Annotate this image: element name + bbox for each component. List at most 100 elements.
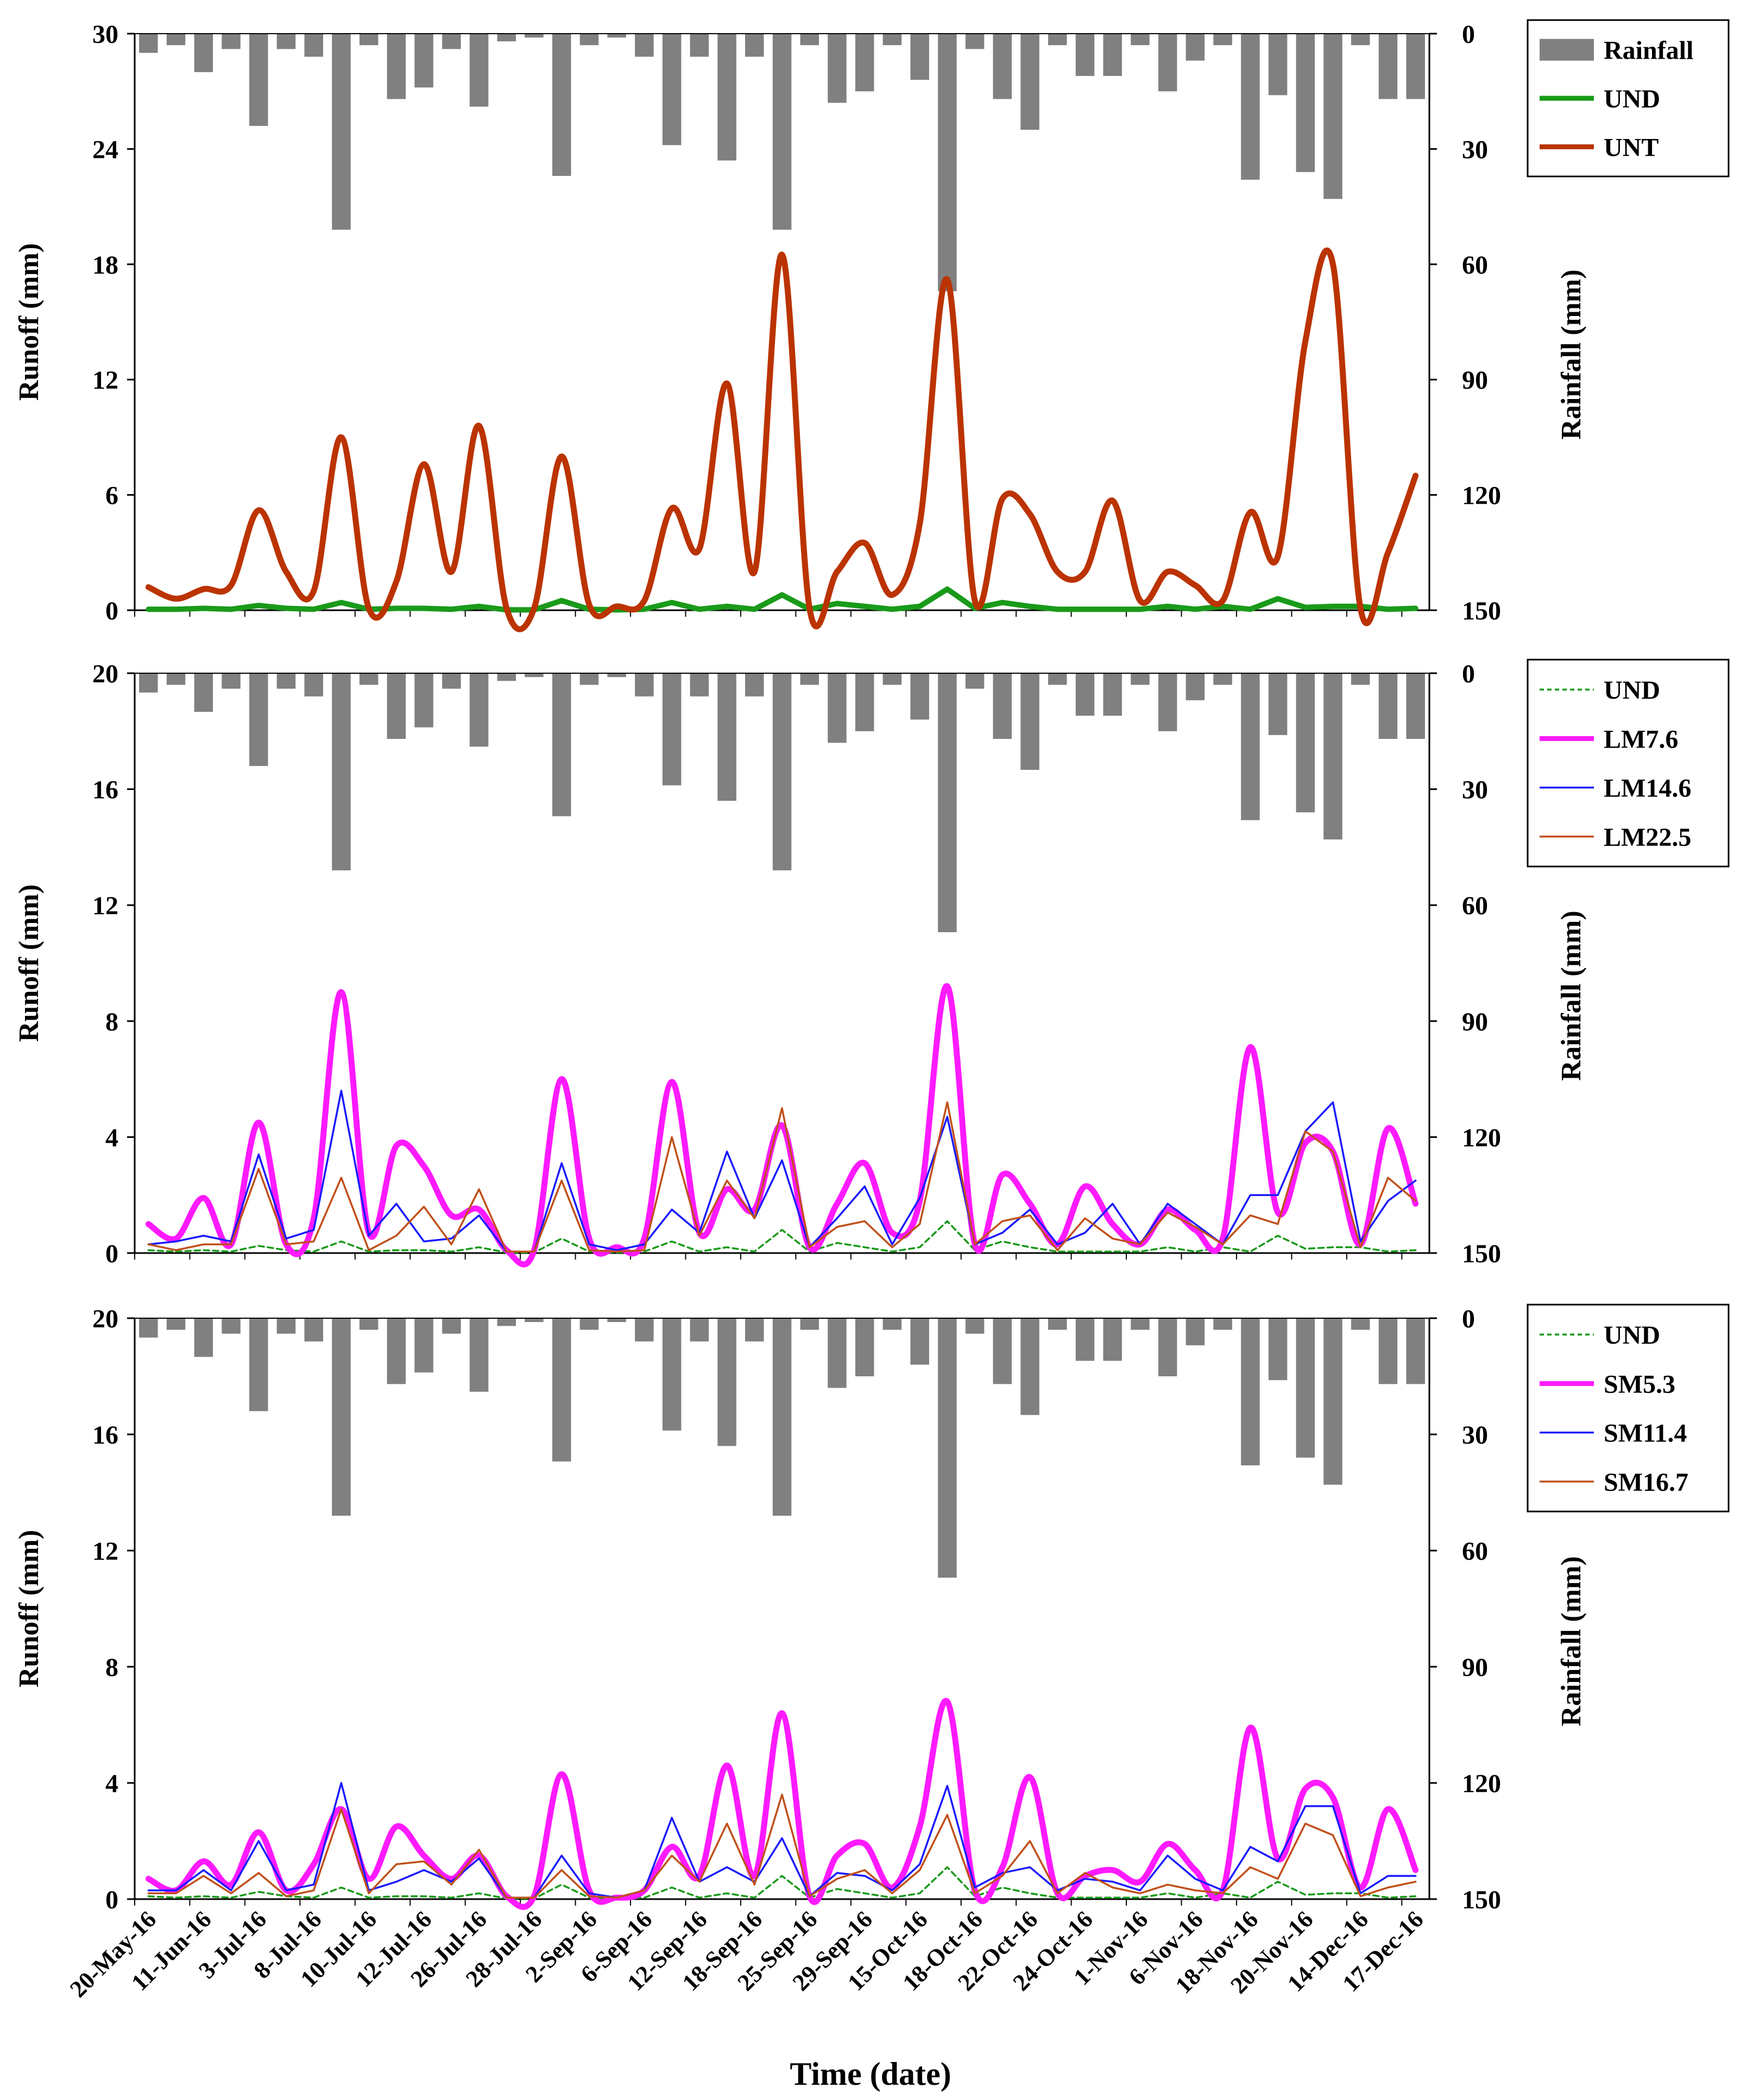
rainfall-bar <box>1268 34 1288 96</box>
y-axis-title: Runoff (mm) <box>14 1530 45 1687</box>
rainfall-bar <box>717 34 736 161</box>
y2-tick-label: 0 <box>1462 1305 1475 1333</box>
legend: UND LM7.6 LM14.6 LM22.5 <box>1527 659 1730 868</box>
y2-tick-label: 0 <box>1462 20 1475 49</box>
legend-swatch-rainfall <box>1540 39 1594 61</box>
rainfall-bar <box>1186 673 1205 700</box>
rainfall-bar <box>1048 1318 1067 1330</box>
chart-panel-middle: 0 4 8 12 16 20 150 120 90 60 30 0 Runoff (mm) Rainfal… <box>14 659 1730 1268</box>
rainfall-bar <box>772 673 792 871</box>
rainfall-bar <box>1213 34 1232 46</box>
rainfall-bar <box>938 1318 957 1578</box>
legend-box <box>1527 1304 1730 1513</box>
rainfall-bar <box>1131 1318 1150 1330</box>
rainfall-bar <box>800 1318 819 1330</box>
rainfall-bar <box>194 34 213 72</box>
rainfall-bar <box>194 673 213 712</box>
rainfall-bar <box>635 1318 654 1342</box>
rainfall-bar <box>387 34 406 99</box>
legend-label: SM11.4 <box>1604 1419 1687 1448</box>
rainfall-bar <box>910 34 929 80</box>
y-tick-label: 8 <box>105 1653 118 1682</box>
rainfall-bar <box>552 34 571 176</box>
rainfall-bar <box>1323 1318 1342 1485</box>
rainfall-bar <box>965 673 985 689</box>
rainfall-bar <box>1020 34 1039 130</box>
chart-panel-bottom: 0 4 8 12 16 20 150 120 90 60 30 0 Runoff (mm) Rainfal… <box>14 1304 1730 1914</box>
rainfall-bar <box>249 34 268 126</box>
rainfall-bar <box>249 1318 268 1412</box>
rainfall-bar <box>607 673 626 678</box>
series-line-lm225 <box>147 1101 1417 1253</box>
rainfall-bar <box>1351 1318 1370 1330</box>
rainfall-bar <box>993 673 1012 739</box>
y2-tick-label: 90 <box>1462 1653 1488 1682</box>
rainfall-bar <box>717 1318 736 1446</box>
y-axis-title: Runoff (mm) <box>14 243 45 401</box>
rainfall-bar <box>332 1318 351 1516</box>
y-tick-label: 20 <box>92 660 118 688</box>
rainfall-bar <box>139 673 158 693</box>
y-tick-label: 6 <box>105 482 118 510</box>
rainfall-bar <box>855 1318 874 1376</box>
rainfall-bar <box>1323 673 1342 840</box>
y-tick-label: 30 <box>92 20 118 49</box>
rainfall-bar <box>139 1318 158 1338</box>
rainfall-bar <box>772 1318 792 1516</box>
rainfall-bar <box>882 34 902 46</box>
y-tick-label: 18 <box>92 251 118 280</box>
rainfall-bar <box>1378 1318 1398 1384</box>
rainfall-bar <box>525 1318 544 1323</box>
rainfall-bar <box>469 1318 489 1392</box>
y-tick-label: 16 <box>92 776 118 805</box>
rainfall-bar <box>359 34 379 46</box>
rainfall-bar <box>938 673 957 932</box>
rainfall-bar <box>414 34 433 88</box>
rainfall-bar <box>993 1318 1012 1384</box>
rainfall-bar <box>1351 34 1370 46</box>
y2-tick-label: 30 <box>1462 776 1488 805</box>
rainfall-bar <box>1103 1318 1122 1361</box>
rainfall-bar <box>607 1318 626 1323</box>
rainfall-bar <box>882 673 902 685</box>
y2-tick-label: 0 <box>1462 660 1475 688</box>
legend-label: UND <box>1604 676 1660 705</box>
y2-tick-label: 60 <box>1462 251 1488 280</box>
rainfall-bar <box>910 673 929 720</box>
series-line-und <box>147 1866 1417 1900</box>
rainfall-bar <box>938 34 957 292</box>
legend-label: LM22.5 <box>1604 823 1691 852</box>
rainfall-bar <box>1241 673 1260 820</box>
rainfall-bar <box>579 34 599 46</box>
rainfall-bar <box>525 673 544 678</box>
y-tick-label: 12 <box>92 891 118 920</box>
rainfall-bar <box>965 1318 985 1334</box>
rainfall-bar <box>1323 34 1342 199</box>
rainfall-bar <box>607 34 626 38</box>
legend: Rainfall UND UNT <box>1527 19 1730 178</box>
rainfall-bar <box>1103 34 1122 76</box>
rainfall-bar <box>442 1318 461 1334</box>
rainfall-bar <box>166 673 186 685</box>
y2-tick-label: 150 <box>1462 597 1501 625</box>
rainfall-bar <box>1075 1318 1095 1361</box>
rainfall-bar <box>1268 1318 1288 1381</box>
y2-tick-label: 90 <box>1462 366 1488 395</box>
rainfall-bar <box>1213 673 1232 685</box>
rainfall-bar <box>1048 673 1067 685</box>
rainfall-bar <box>166 34 186 46</box>
rainfall-bar <box>1103 673 1122 716</box>
rainfall-bar <box>800 673 819 685</box>
rainfall-bar <box>194 1318 213 1357</box>
rainfall-bar <box>1241 1318 1260 1466</box>
legend-label: SM16.7 <box>1604 1468 1688 1497</box>
rainfall-bar <box>690 34 709 57</box>
rainfall-bar <box>139 34 158 53</box>
rainfall-bar <box>1378 673 1398 739</box>
y-tick-label: 0 <box>105 1886 118 1914</box>
y-tick-label: 12 <box>92 366 118 395</box>
rainfall-bar <box>993 34 1012 99</box>
y-tick-label: 4 <box>105 1123 118 1152</box>
rainfall-bar <box>1020 1318 1039 1415</box>
rainfall-bar <box>1048 34 1067 46</box>
